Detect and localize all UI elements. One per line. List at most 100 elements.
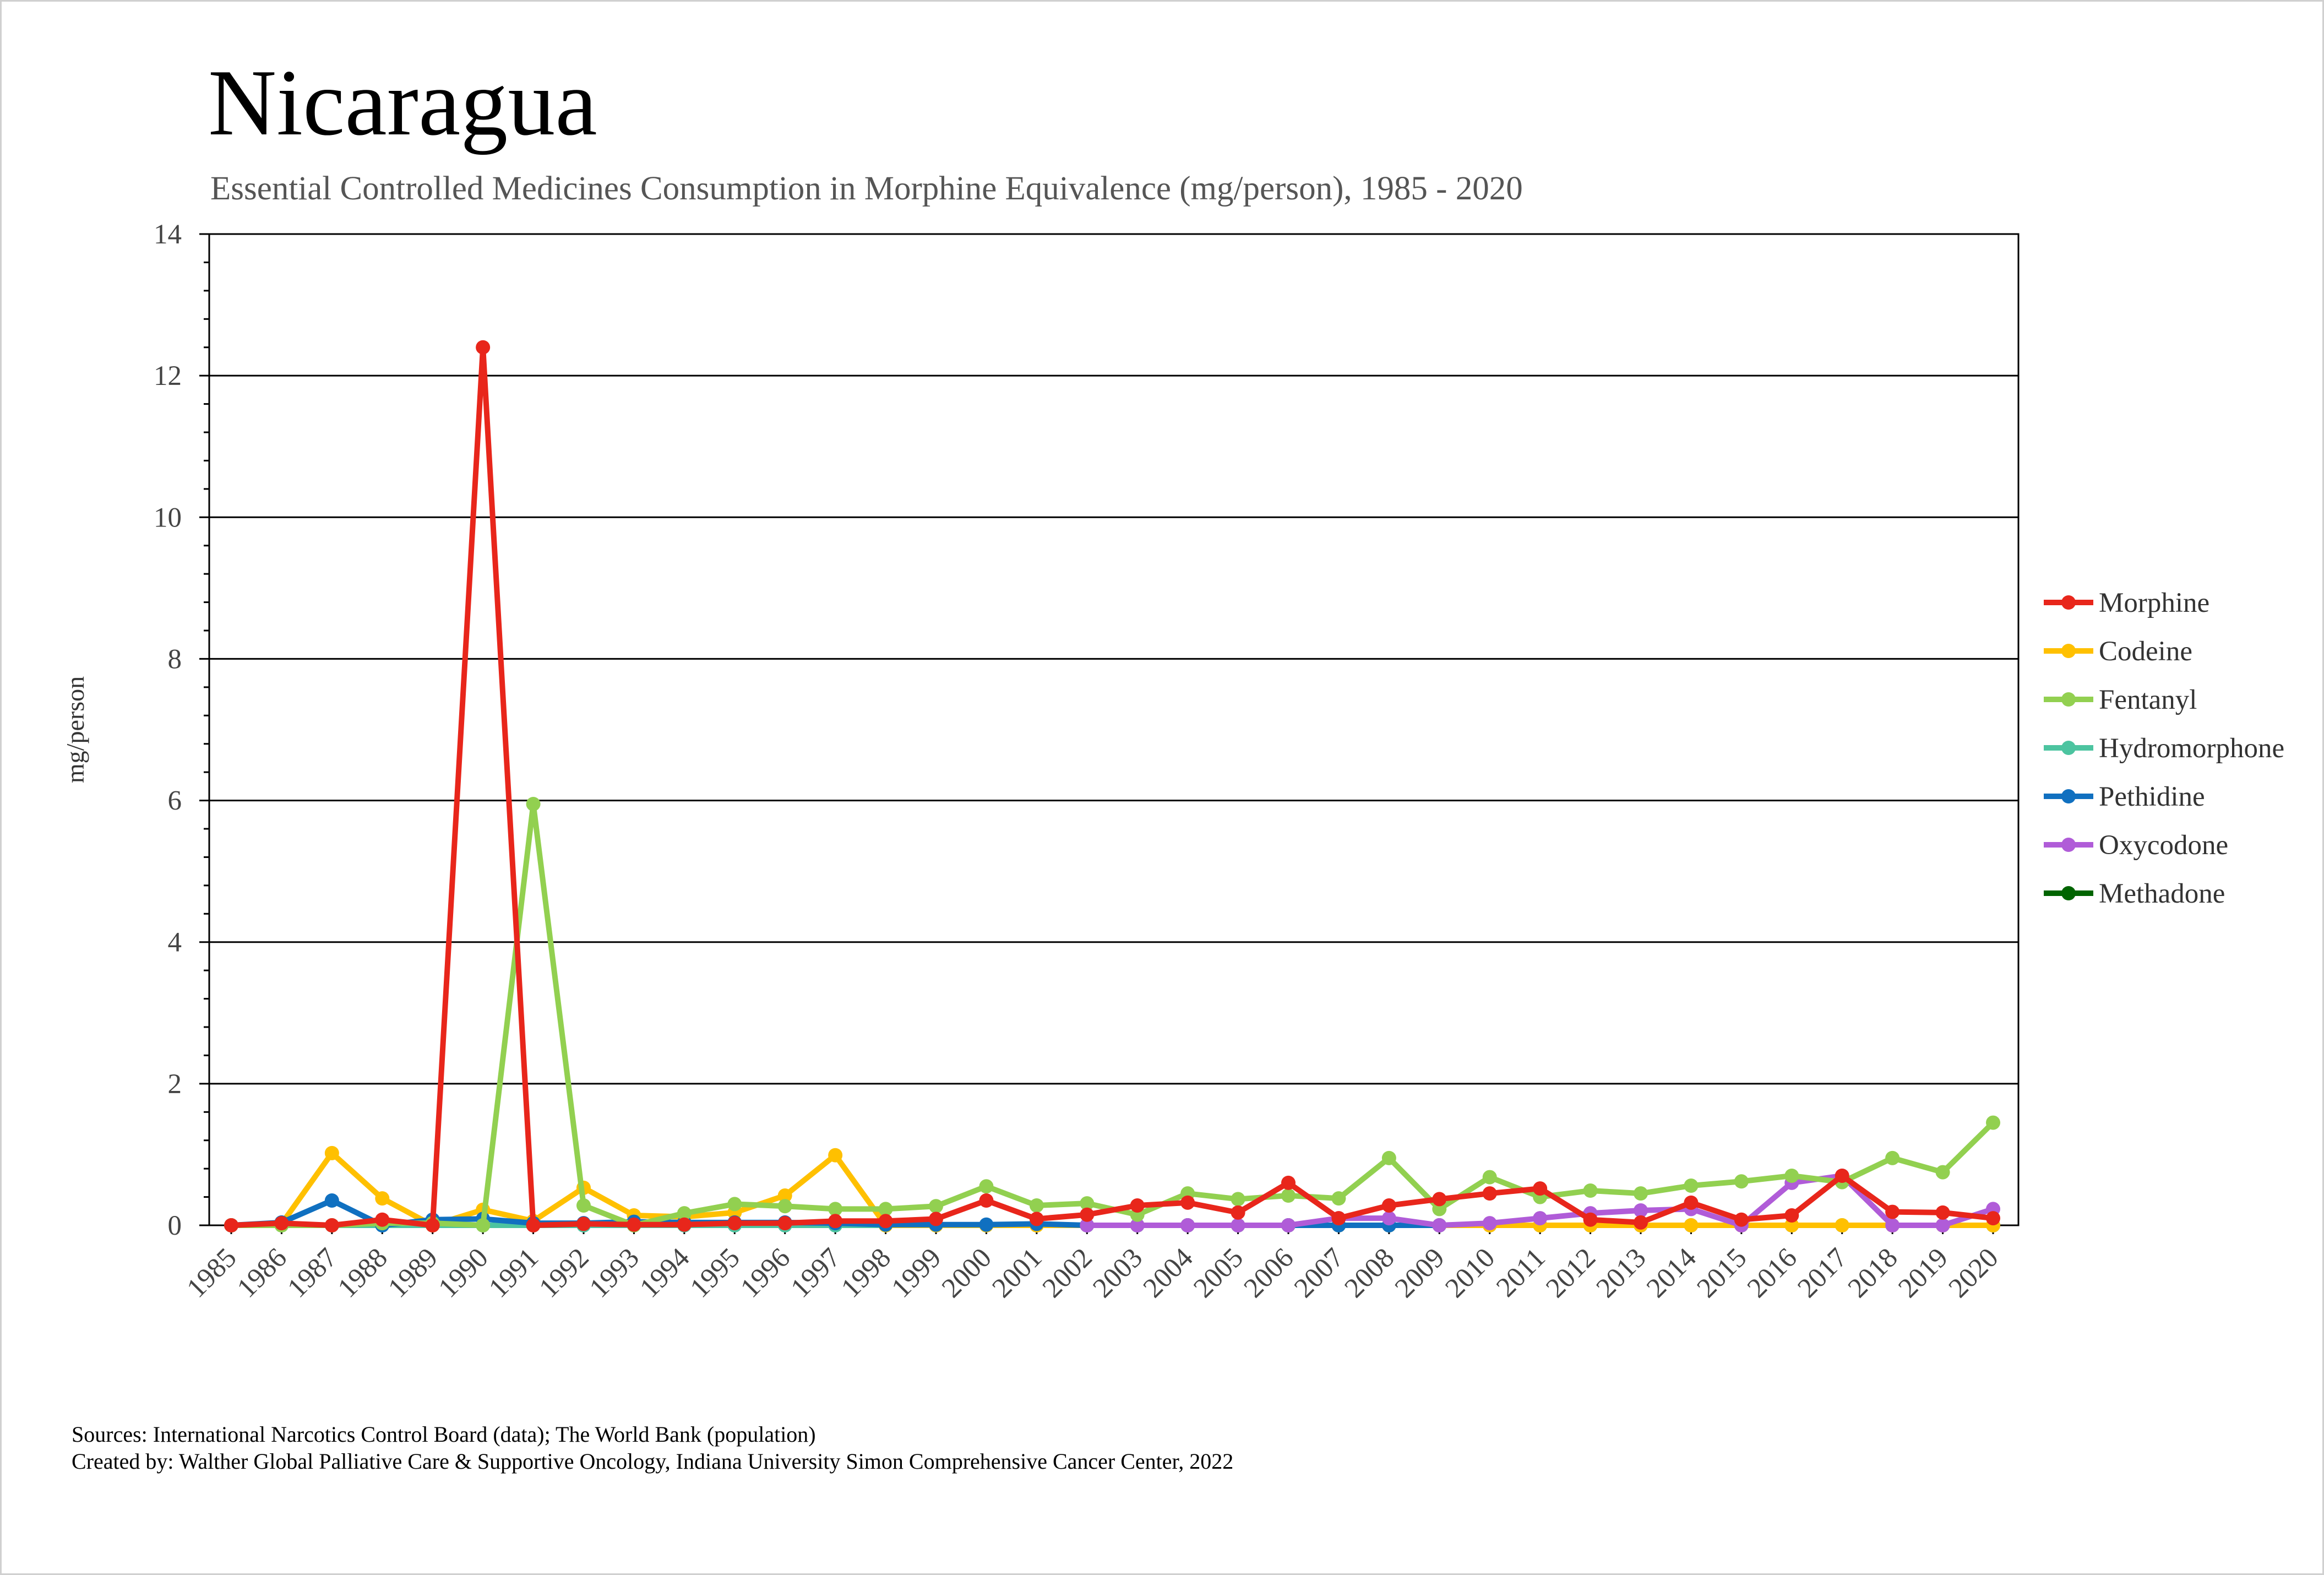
legend-label: Morphine bbox=[2099, 588, 2209, 618]
data-point bbox=[1784, 1208, 1799, 1223]
legend-item-methadone: Methadone bbox=[2044, 878, 2225, 909]
data-point bbox=[1231, 1192, 1245, 1207]
data-point bbox=[1281, 1188, 1296, 1203]
data-point bbox=[1583, 1212, 1598, 1227]
footer-credits: Created by: Walther Global Palliative Ca… bbox=[72, 1449, 1233, 1474]
x-tick-label: 2011 bbox=[1490, 1242, 1551, 1303]
data-point bbox=[526, 1218, 541, 1232]
x-tick-label: 1991 bbox=[483, 1242, 545, 1304]
data-point bbox=[1482, 1186, 1497, 1201]
data-point bbox=[576, 1198, 591, 1213]
data-point bbox=[1885, 1204, 1900, 1219]
legend-label: Pethidine bbox=[2099, 781, 2205, 812]
data-point bbox=[1634, 1186, 1648, 1201]
x-tick-label: 1993 bbox=[584, 1242, 645, 1304]
y-tick-label: 12 bbox=[154, 361, 182, 392]
x-tick-label: 1987 bbox=[282, 1242, 344, 1304]
data-point bbox=[1080, 1218, 1095, 1232]
data-point bbox=[1885, 1218, 1900, 1232]
data-point bbox=[979, 1193, 994, 1208]
data-point bbox=[1986, 1211, 2000, 1226]
x-tick-label: 2013 bbox=[1591, 1242, 1652, 1304]
data-point bbox=[425, 1218, 440, 1232]
footer-sources: Sources: International Narcotics Control… bbox=[72, 1422, 816, 1447]
data-point bbox=[1281, 1175, 1296, 1190]
x-tick-label: 1998 bbox=[835, 1242, 897, 1304]
data-point bbox=[1180, 1195, 1195, 1210]
chart-subtitle: Essential Controlled Medicines Consumpti… bbox=[210, 170, 1523, 207]
legend-item-pethidine: Pethidine bbox=[2044, 781, 2205, 812]
x-tick-label: 2006 bbox=[1238, 1242, 1300, 1304]
data-point bbox=[1835, 1218, 1849, 1232]
series-line bbox=[228, 801, 1996, 1228]
series-lines bbox=[224, 340, 2000, 1232]
x-tick-label: 2005 bbox=[1188, 1242, 1249, 1304]
x-tick-label: 2009 bbox=[1389, 1242, 1451, 1304]
data-point bbox=[1734, 1174, 1749, 1189]
gridlines bbox=[209, 374, 2018, 1085]
data-point bbox=[576, 1216, 591, 1231]
data-point bbox=[1634, 1203, 1648, 1218]
data-point bbox=[1029, 1212, 1044, 1226]
data-point bbox=[375, 1212, 390, 1227]
legend-label: Hydromorphone bbox=[2099, 733, 2284, 764]
y-tick-label: 10 bbox=[154, 502, 182, 533]
data-point bbox=[777, 1188, 792, 1203]
x-tick-label: 2012 bbox=[1540, 1242, 1602, 1304]
data-point bbox=[1381, 1198, 1396, 1213]
data-point bbox=[1432, 1202, 1447, 1216]
data-point bbox=[1080, 1207, 1095, 1222]
data-point bbox=[1432, 1192, 1447, 1207]
x-tick-label: 1985 bbox=[181, 1242, 243, 1304]
data-point bbox=[1231, 1205, 1245, 1220]
x-tick-label: 1994 bbox=[634, 1242, 696, 1304]
data-point bbox=[1684, 1218, 1699, 1232]
data-point bbox=[677, 1206, 692, 1221]
data-point bbox=[677, 1217, 692, 1232]
data-point bbox=[727, 1197, 742, 1212]
x-tick-label: 2015 bbox=[1691, 1242, 1753, 1304]
data-point bbox=[1684, 1195, 1699, 1210]
data-point bbox=[1029, 1198, 1044, 1213]
data-point bbox=[777, 1199, 792, 1214]
data-point bbox=[727, 1216, 742, 1231]
data-point bbox=[1231, 1218, 1245, 1232]
data-point bbox=[1935, 1165, 1950, 1180]
data-point bbox=[1734, 1212, 1749, 1227]
data-point bbox=[324, 1145, 339, 1160]
data-point bbox=[1533, 1181, 1548, 1196]
legend-swatch-marker bbox=[2061, 838, 2076, 852]
data-point bbox=[828, 1148, 843, 1163]
x-tick-label: 2002 bbox=[1037, 1242, 1098, 1304]
data-point bbox=[1935, 1205, 1950, 1220]
x-tick-label: 2019 bbox=[1892, 1242, 1954, 1304]
data-point bbox=[1381, 1211, 1396, 1226]
series-morphine bbox=[224, 340, 2000, 1232]
legend-swatch-marker bbox=[2061, 595, 2076, 610]
data-point bbox=[1533, 1211, 1548, 1226]
x-tick-label: 1990 bbox=[433, 1242, 494, 1304]
legend-label: Fentanyl bbox=[2099, 685, 2197, 715]
data-point bbox=[1784, 1169, 1799, 1183]
x-tick-label: 1996 bbox=[734, 1242, 796, 1304]
x-tick-label: 2000 bbox=[936, 1242, 998, 1304]
data-point bbox=[526, 797, 541, 811]
data-point bbox=[1331, 1191, 1346, 1206]
data-point bbox=[929, 1199, 943, 1214]
data-point bbox=[324, 1193, 339, 1208]
legend-item-morphine: Morphine bbox=[2044, 588, 2209, 618]
data-point bbox=[476, 340, 491, 355]
data-point bbox=[878, 1214, 893, 1229]
y-axis-label: mg/person bbox=[61, 676, 89, 783]
legend-item-codeine: Codeine bbox=[2044, 636, 2192, 667]
x-tick-label: 2004 bbox=[1137, 1242, 1199, 1304]
data-point bbox=[1885, 1150, 1900, 1165]
data-point bbox=[476, 1218, 491, 1232]
data-point bbox=[1583, 1183, 1598, 1198]
legend-label: Codeine bbox=[2099, 636, 2192, 667]
data-point bbox=[1986, 1115, 2000, 1130]
x-tick-label: 2003 bbox=[1087, 1242, 1149, 1304]
data-point bbox=[1684, 1178, 1699, 1193]
data-point bbox=[1130, 1198, 1145, 1213]
x-tick-label: 2016 bbox=[1741, 1242, 1803, 1304]
